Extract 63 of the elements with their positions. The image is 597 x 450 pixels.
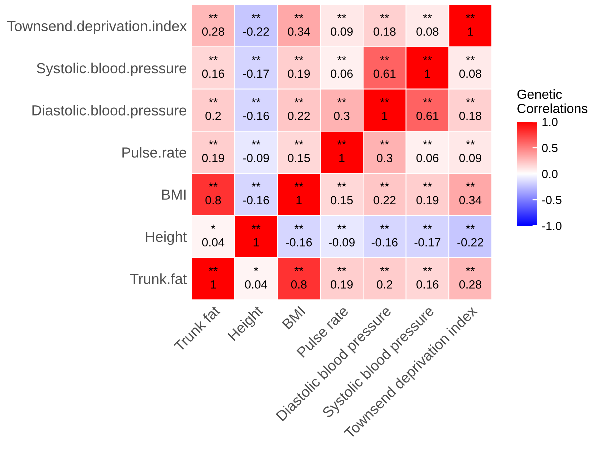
data-label: ** 1 <box>338 140 346 162</box>
data-label: ** 1 <box>252 224 261 247</box>
data-label: ** 0.09 <box>460 140 482 162</box>
data-label: * 0.04 <box>245 267 268 289</box>
data-label: ** 1 <box>466 14 475 36</box>
data-label: ** 0.16 <box>202 56 224 78</box>
data-label: ** -0.16 <box>243 98 270 120</box>
color-bar-label: 1.0 <box>542 118 558 126</box>
data-label: ** 0.22 <box>374 182 396 205</box>
data-label: ** 1 <box>380 98 390 120</box>
data-label: ** 0.06 <box>416 140 439 162</box>
data-label: ** 0.08 <box>460 56 482 78</box>
data-label: ** -0.16 <box>286 224 312 247</box>
data-label: ** 1 <box>294 182 304 204</box>
data-label: ** 1 <box>209 267 218 289</box>
data-label: ** 0.61 <box>374 56 396 78</box>
y-tick-label: Height <box>146 232 188 246</box>
x-tick-label: BMI <box>282 306 306 330</box>
data-label: ** 0.34 <box>288 14 310 36</box>
data-label: ** 0.8 <box>206 182 222 205</box>
data-label: ** -0.16 <box>372 224 398 247</box>
data-label: ** 0.08 <box>416 14 439 36</box>
color-bar-label: 0.5 <box>542 144 558 152</box>
data-label: ** 0.2 <box>377 267 392 289</box>
data-label: ** -0.09 <box>329 224 355 247</box>
data-label: * 0.04 <box>202 224 225 247</box>
data-label: ** 0.09 <box>330 14 353 36</box>
y-tick-label: Townsend.deprivation.index <box>8 20 187 34</box>
data-label: ** 0.19 <box>330 267 353 289</box>
data-label: ** 0.28 <box>460 267 482 289</box>
data-label: ** 0.18 <box>374 14 396 36</box>
y-tick-label: Diastolic.blood.pressure <box>32 105 186 119</box>
y-tick-label: BMI <box>162 190 186 200</box>
data-label: ** -0.22 <box>243 14 270 36</box>
data-label: ** -0.22 <box>458 224 484 247</box>
data-label: ** 0.8 <box>291 267 307 289</box>
data-label: ** 0.3 <box>334 98 350 120</box>
data-label: ** 0.18 <box>460 98 482 120</box>
data-label: ** 0.2 <box>206 98 222 120</box>
color-bar-label: 0.0 <box>542 170 558 178</box>
data-label: ** -0.09 <box>243 140 270 162</box>
data-label: ** 1 <box>423 56 432 78</box>
data-label: ** -0.17 <box>243 56 270 78</box>
color-bar-label: -1.0 <box>542 222 562 230</box>
data-label: ** -0.17 <box>414 224 441 247</box>
y-tick-label: Trunk.fat <box>130 274 188 284</box>
data-label: ** 0.61 <box>416 98 439 120</box>
data-label: ** 0.15 <box>288 140 310 162</box>
data-label: ** 0.19 <box>416 182 439 205</box>
data-label: ** 0.34 <box>460 182 482 205</box>
data-label: ** -0.16 <box>243 182 270 205</box>
data-label: ** 0.19 <box>288 56 310 78</box>
data-label: ** 0.22 <box>288 98 310 120</box>
y-tick-label: Pulse.rate <box>122 147 186 158</box>
legend-title: Genetic Correlations <box>518 89 588 114</box>
data-label: ** 0.16 <box>416 267 439 289</box>
data-label: ** 0.28 <box>202 14 224 36</box>
data-label: ** 0.19 <box>202 140 224 162</box>
y-tick-label: Systolic.blood.pressure <box>37 62 186 77</box>
data-label: ** 0.15 <box>330 182 353 205</box>
color-bar-label: -0.5 <box>542 196 562 204</box>
data-label: ** 0.06 <box>330 56 353 78</box>
data-label: ** 0.3 <box>377 140 393 162</box>
